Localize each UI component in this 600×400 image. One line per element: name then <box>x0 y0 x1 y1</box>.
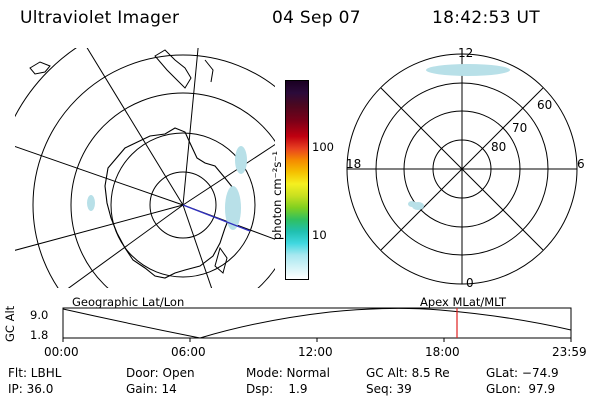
left-panel-caption: Geographic Lat/Lon <box>72 295 185 309</box>
lat-circle <box>110 132 256 278</box>
colorbar-unit-label: photon cm⁻²s⁻¹ <box>270 151 284 240</box>
mlat-mlt-grid <box>346 53 578 285</box>
continent-outline <box>104 127 238 279</box>
mlat-label-70: 70 <box>512 121 528 135</box>
status-dsp: Dsp: 1.9 <box>246 382 308 396</box>
meridian <box>182 48 199 206</box>
mlt-diagonal <box>380 87 544 251</box>
status-mode: Mode: Normal <box>246 366 330 380</box>
lat-circle <box>70 92 275 288</box>
aurora-patch <box>87 195 95 211</box>
status-glon: GLon: 97.9 <box>486 382 556 396</box>
aurora-oval <box>426 64 510 76</box>
landmass <box>214 246 228 274</box>
altitude-plot <box>62 307 572 342</box>
meridian <box>67 204 184 288</box>
geographic-map <box>15 48 275 288</box>
xtick-1800: 18:00 <box>425 345 460 359</box>
meridian <box>86 48 184 206</box>
aurora-patch <box>408 201 416 207</box>
status-glat: GLat: −74.9 <box>486 366 559 380</box>
mlat-label-80: 80 <box>491 140 507 154</box>
altitude-ylabel: GC Alt <box>3 305 17 342</box>
date-label: 04 Sep 07 <box>272 8 361 28</box>
mlt-label-18: 18 <box>346 157 362 171</box>
xtick-2359: 23:59 <box>552 345 587 359</box>
meridian <box>15 204 184 251</box>
altitude-ytick-1-8: 1.8 <box>30 328 49 342</box>
mlat-label-60: 60 <box>537 98 553 112</box>
landmass <box>29 61 51 75</box>
status-door: Door: Open <box>126 366 195 380</box>
altitude-curve <box>62 307 572 339</box>
mlt-label-12: 12 <box>458 46 474 60</box>
mlt-label-0: 0 <box>466 276 474 290</box>
landmass <box>154 49 192 89</box>
orbit-track <box>182 204 251 232</box>
xtick-0600: 06:00 <box>171 345 206 359</box>
aurora-patch <box>225 186 241 230</box>
status-gc-alt: GC Alt: 8.5 Re <box>366 366 450 380</box>
lat-circle <box>15 48 77 118</box>
colorbar <box>285 80 309 280</box>
mlt-label-6: 6 <box>577 157 585 171</box>
instrument-title: Ultraviolet Imager <box>20 8 180 28</box>
xtick-0000: 00:00 <box>44 345 79 359</box>
lat-circle <box>32 54 275 288</box>
status-filter: Flt: LBHL <box>8 366 62 380</box>
status-gain: Gain: 14 <box>126 382 177 396</box>
meridian <box>182 143 275 206</box>
right-panel-caption: Apex MLat/MLT <box>420 295 507 309</box>
colorbar-tick-10: 10 <box>312 228 327 242</box>
status-ip: IP: 36.0 <box>8 382 54 396</box>
landmass <box>204 59 214 83</box>
aurora-patch <box>235 146 247 174</box>
altitude-ytick-9: 9.0 <box>30 308 49 322</box>
altitude-frame <box>62 307 572 339</box>
lat-circle <box>149 171 217 239</box>
colorbar-tick-100: 100 <box>312 140 334 154</box>
xtick-1200: 12:00 <box>298 345 333 359</box>
status-seq: Seq: 39 <box>366 382 412 396</box>
meridian <box>15 145 184 206</box>
time-label: 18:42:53 UT <box>432 8 540 28</box>
meridian <box>182 204 213 288</box>
